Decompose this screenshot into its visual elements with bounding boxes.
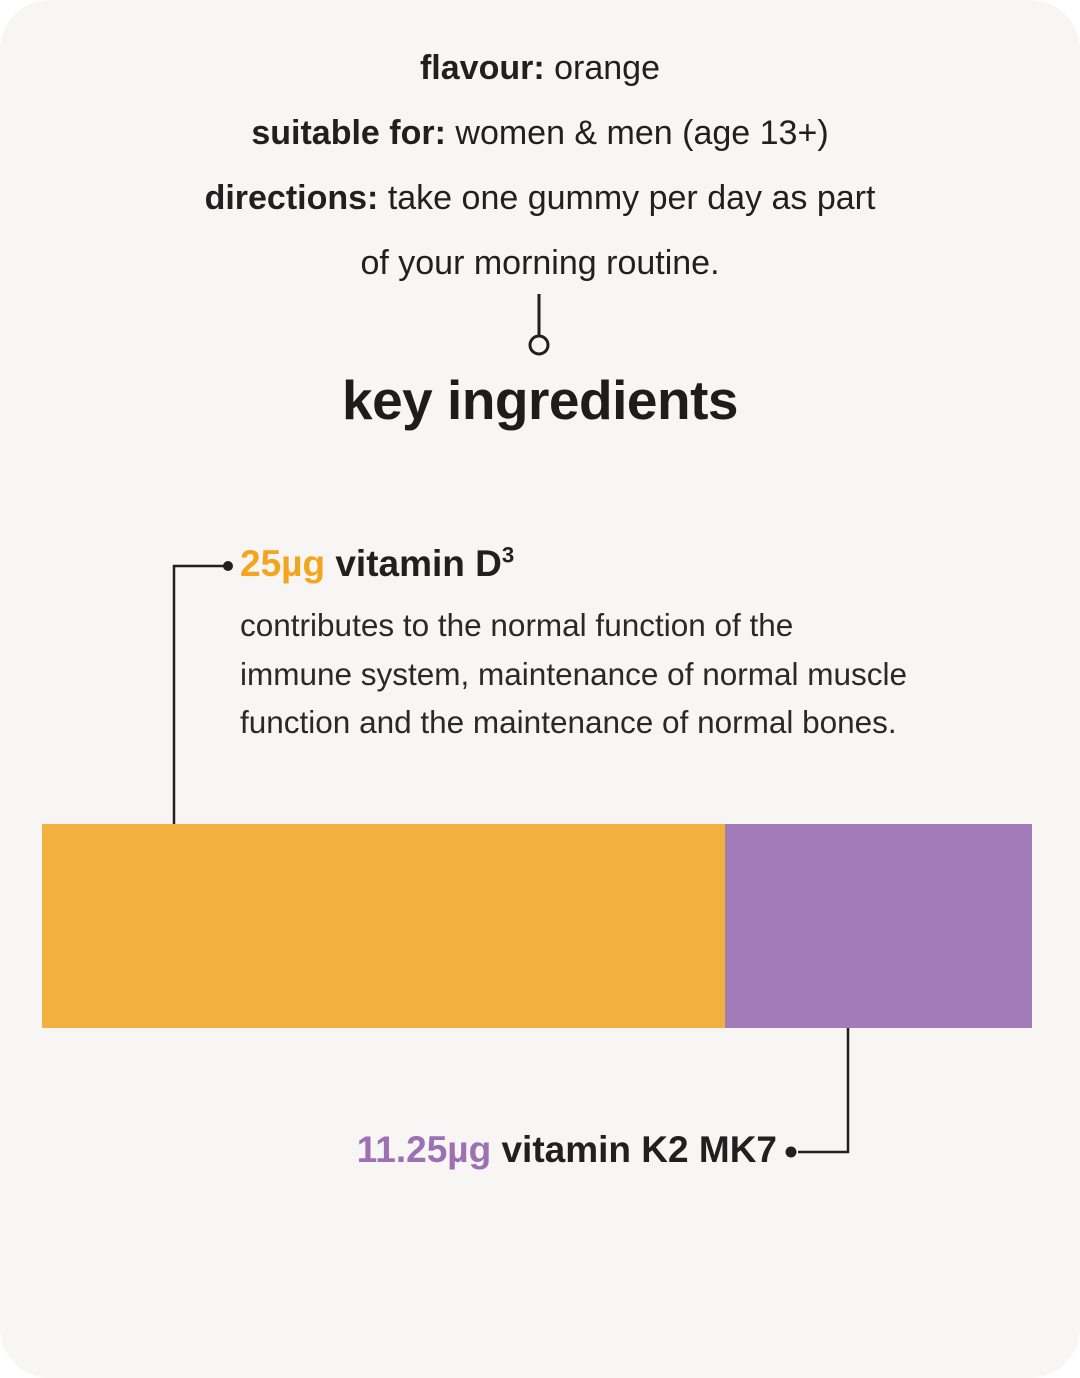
vitamin-d-superscript: 3 (501, 542, 515, 568)
vitamin-d-info: 25µg vitamin D3 contributes to the norma… (240, 543, 907, 747)
directions-value: take one gummy per day as part (378, 179, 876, 217)
directions-value-continued: of your morning routine. (360, 244, 720, 282)
vitamin-d-callout-line (165, 561, 233, 870)
vitamin-d-description-line: immune system, maintenance of normal mus… (240, 655, 908, 692)
vitamin-k2-bar-segment (724, 824, 1032, 1028)
flavour-line: flavour: orange (0, 36, 1080, 101)
vitamin-k2-heading: 11.25µg vitamin K2 MK7 (357, 1129, 777, 1171)
vitamin-d-description-line: contributes to the normal function of th… (240, 607, 794, 643)
suitable-for-line: suitable for: women & men (age 13+) (0, 101, 1080, 166)
vitamin-d-name: vitamin D3 (335, 542, 515, 584)
vitamin-d-description-line: function and the maintenance of normal b… (240, 704, 897, 740)
directions-label: directions: (204, 179, 379, 217)
vitamin-d-amount: 25µg (240, 543, 326, 584)
suitable-for-value: women & men (age 13+) (445, 114, 829, 152)
suitable-for-label: suitable for: (251, 114, 446, 152)
section-title: key ingredients (342, 369, 738, 431)
vitamin-k2-amount: 11.25µg (356, 1129, 492, 1170)
product-details: flavour: orange suitable for: women & me… (0, 36, 1080, 296)
flavour-value: orange (544, 49, 660, 87)
directions-line-continued: of your morning routine. (0, 231, 1080, 296)
header-stem-connector-icon (528, 294, 550, 356)
directions-line: directions: take one gummy per day as pa… (0, 166, 1080, 231)
vitamin-k2-name: vitamin K2 MK7 (501, 1129, 777, 1170)
vitamin-d-description: contributes to the normal function of th… (240, 601, 907, 747)
flavour-label: flavour: (419, 49, 545, 87)
vitamin-d-heading: 25µg vitamin D3 (240, 543, 907, 585)
ingredient-proportion-bar (42, 824, 1032, 1028)
vitamin-d-bar-segment (42, 824, 725, 1028)
